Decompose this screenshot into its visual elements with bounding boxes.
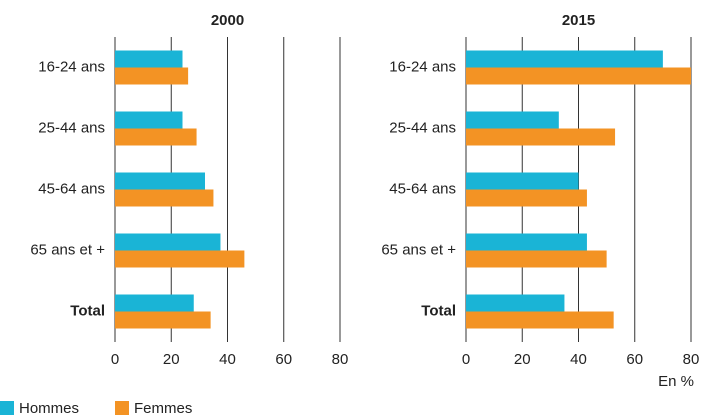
bar xyxy=(466,294,565,312)
bar xyxy=(115,128,197,146)
bar xyxy=(115,189,214,207)
x-tick-label: 60 xyxy=(626,351,643,368)
bar xyxy=(466,189,587,207)
legend-label: Hommes xyxy=(19,400,79,417)
bar xyxy=(115,233,221,251)
bar xyxy=(115,294,194,312)
y-tick-label: 65 ans et + xyxy=(30,241,105,258)
y-tick-label: 16-24 ans xyxy=(389,58,456,75)
y-tick-label: 45-64 ans xyxy=(389,180,456,197)
bar xyxy=(466,128,616,146)
x-tick-label: 60 xyxy=(275,351,292,368)
bar xyxy=(466,250,607,268)
bar xyxy=(466,111,559,129)
bar xyxy=(115,250,245,268)
y-tick-label: Total xyxy=(421,302,456,319)
x-tick-label: 40 xyxy=(219,351,236,368)
x-tick-label: 20 xyxy=(163,351,180,368)
x-tick-label: 80 xyxy=(332,351,349,368)
chart-title: 2000 xyxy=(211,12,244,29)
y-tick-label: 25-44 ans xyxy=(38,119,105,136)
bar xyxy=(115,311,211,329)
x-tick-label: 80 xyxy=(683,351,700,368)
bar xyxy=(466,233,587,251)
y-tick-label: 65 ans et + xyxy=(381,241,456,258)
legend-swatch xyxy=(0,401,14,415)
x-tick-label: 40 xyxy=(570,351,587,368)
chart-title: 2015 xyxy=(562,12,595,29)
axis-unit: En % xyxy=(658,373,694,390)
y-tick-label: Total xyxy=(70,302,105,319)
bar xyxy=(115,172,205,190)
y-tick-label: 25-44 ans xyxy=(389,119,456,136)
bar xyxy=(115,67,189,85)
y-tick-label: 16-24 ans xyxy=(38,58,105,75)
x-tick-label: 0 xyxy=(111,351,119,368)
x-tick-label: 0 xyxy=(462,351,470,368)
legend-label: Femmes xyxy=(134,400,192,417)
bar xyxy=(115,111,183,129)
bar xyxy=(115,50,183,68)
bar xyxy=(466,67,691,85)
bar xyxy=(466,172,579,190)
x-tick-label: 20 xyxy=(514,351,531,368)
y-tick-label: 45-64 ans xyxy=(38,180,105,197)
bar xyxy=(466,311,614,329)
bar xyxy=(466,50,663,68)
legend-swatch xyxy=(115,401,129,415)
